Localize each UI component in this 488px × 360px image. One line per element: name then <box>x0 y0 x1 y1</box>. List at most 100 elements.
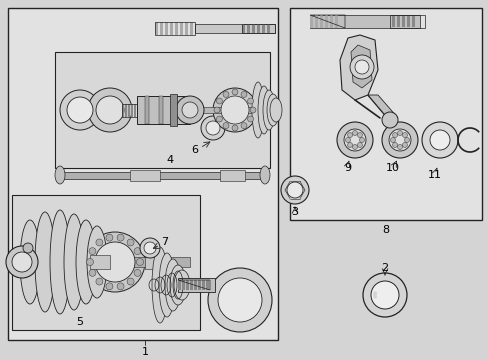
Circle shape <box>402 132 407 138</box>
Circle shape <box>134 248 141 255</box>
Polygon shape <box>12 195 200 330</box>
Circle shape <box>6 246 38 278</box>
Circle shape <box>347 132 352 138</box>
Polygon shape <box>184 22 187 35</box>
Polygon shape <box>242 24 244 33</box>
Circle shape <box>286 182 303 198</box>
Polygon shape <box>411 16 414 27</box>
Circle shape <box>241 123 246 129</box>
Polygon shape <box>122 104 124 117</box>
Ellipse shape <box>174 270 190 300</box>
Polygon shape <box>325 15 327 28</box>
Ellipse shape <box>35 212 55 312</box>
Circle shape <box>12 252 32 272</box>
Ellipse shape <box>258 86 269 134</box>
Circle shape <box>404 138 408 143</box>
Circle shape <box>89 269 96 276</box>
Circle shape <box>354 60 368 74</box>
Polygon shape <box>137 96 190 124</box>
Ellipse shape <box>263 90 274 130</box>
Circle shape <box>96 96 124 124</box>
Circle shape <box>89 248 96 255</box>
Polygon shape <box>339 35 377 100</box>
Polygon shape <box>314 15 317 28</box>
Ellipse shape <box>20 220 40 304</box>
Circle shape <box>143 242 156 254</box>
Polygon shape <box>246 24 249 33</box>
Circle shape <box>388 129 410 151</box>
Ellipse shape <box>260 166 269 184</box>
Polygon shape <box>131 104 133 117</box>
Polygon shape <box>128 104 130 117</box>
Circle shape <box>23 243 33 253</box>
Circle shape <box>402 143 407 148</box>
Polygon shape <box>329 15 332 28</box>
Ellipse shape <box>50 210 70 314</box>
Polygon shape <box>159 96 163 124</box>
Circle shape <box>136 258 143 266</box>
Polygon shape <box>289 8 481 220</box>
Polygon shape <box>137 107 274 113</box>
Circle shape <box>86 258 93 266</box>
Circle shape <box>127 278 134 285</box>
Circle shape <box>213 88 257 132</box>
Circle shape <box>392 132 397 138</box>
Polygon shape <box>185 280 189 290</box>
Polygon shape <box>170 22 173 35</box>
Circle shape <box>223 123 228 129</box>
Polygon shape <box>170 94 177 126</box>
Polygon shape <box>145 255 160 269</box>
Circle shape <box>127 239 134 246</box>
Circle shape <box>421 122 457 158</box>
Circle shape <box>359 138 364 143</box>
Text: 1: 1 <box>141 347 148 357</box>
Circle shape <box>96 278 102 285</box>
Polygon shape <box>309 15 419 28</box>
Circle shape <box>205 121 220 135</box>
Text: 4: 4 <box>166 155 173 165</box>
Polygon shape <box>134 104 136 117</box>
Circle shape <box>397 144 402 149</box>
Circle shape <box>140 238 160 258</box>
Circle shape <box>88 88 132 132</box>
Circle shape <box>60 90 100 130</box>
Circle shape <box>207 268 271 332</box>
Polygon shape <box>190 22 193 35</box>
Circle shape <box>392 143 397 148</box>
Ellipse shape <box>164 259 181 311</box>
Circle shape <box>390 138 395 143</box>
Text: 9: 9 <box>344 163 351 173</box>
Circle shape <box>117 234 124 241</box>
Circle shape <box>96 239 102 246</box>
Circle shape <box>231 89 238 95</box>
Ellipse shape <box>159 253 175 317</box>
Polygon shape <box>251 24 254 33</box>
Circle shape <box>357 143 362 148</box>
Polygon shape <box>175 22 178 35</box>
Ellipse shape <box>251 82 264 138</box>
Polygon shape <box>391 16 394 27</box>
Circle shape <box>247 98 253 104</box>
Circle shape <box>67 97 93 123</box>
Polygon shape <box>164 22 168 35</box>
Circle shape <box>352 131 357 135</box>
Polygon shape <box>396 16 399 27</box>
Circle shape <box>281 176 308 204</box>
Polygon shape <box>334 15 337 28</box>
Polygon shape <box>145 96 149 124</box>
Circle shape <box>134 269 141 276</box>
Circle shape <box>397 131 402 135</box>
Circle shape <box>357 132 362 138</box>
Polygon shape <box>198 280 201 290</box>
Ellipse shape <box>76 220 96 304</box>
Circle shape <box>221 96 248 124</box>
Circle shape <box>381 112 397 128</box>
Text: 5: 5 <box>76 317 83 327</box>
Circle shape <box>347 143 352 148</box>
Circle shape <box>247 116 253 122</box>
Circle shape <box>182 102 198 118</box>
Text: 7: 7 <box>161 237 168 247</box>
Circle shape <box>106 283 113 290</box>
Circle shape <box>117 283 124 290</box>
Polygon shape <box>220 170 244 181</box>
